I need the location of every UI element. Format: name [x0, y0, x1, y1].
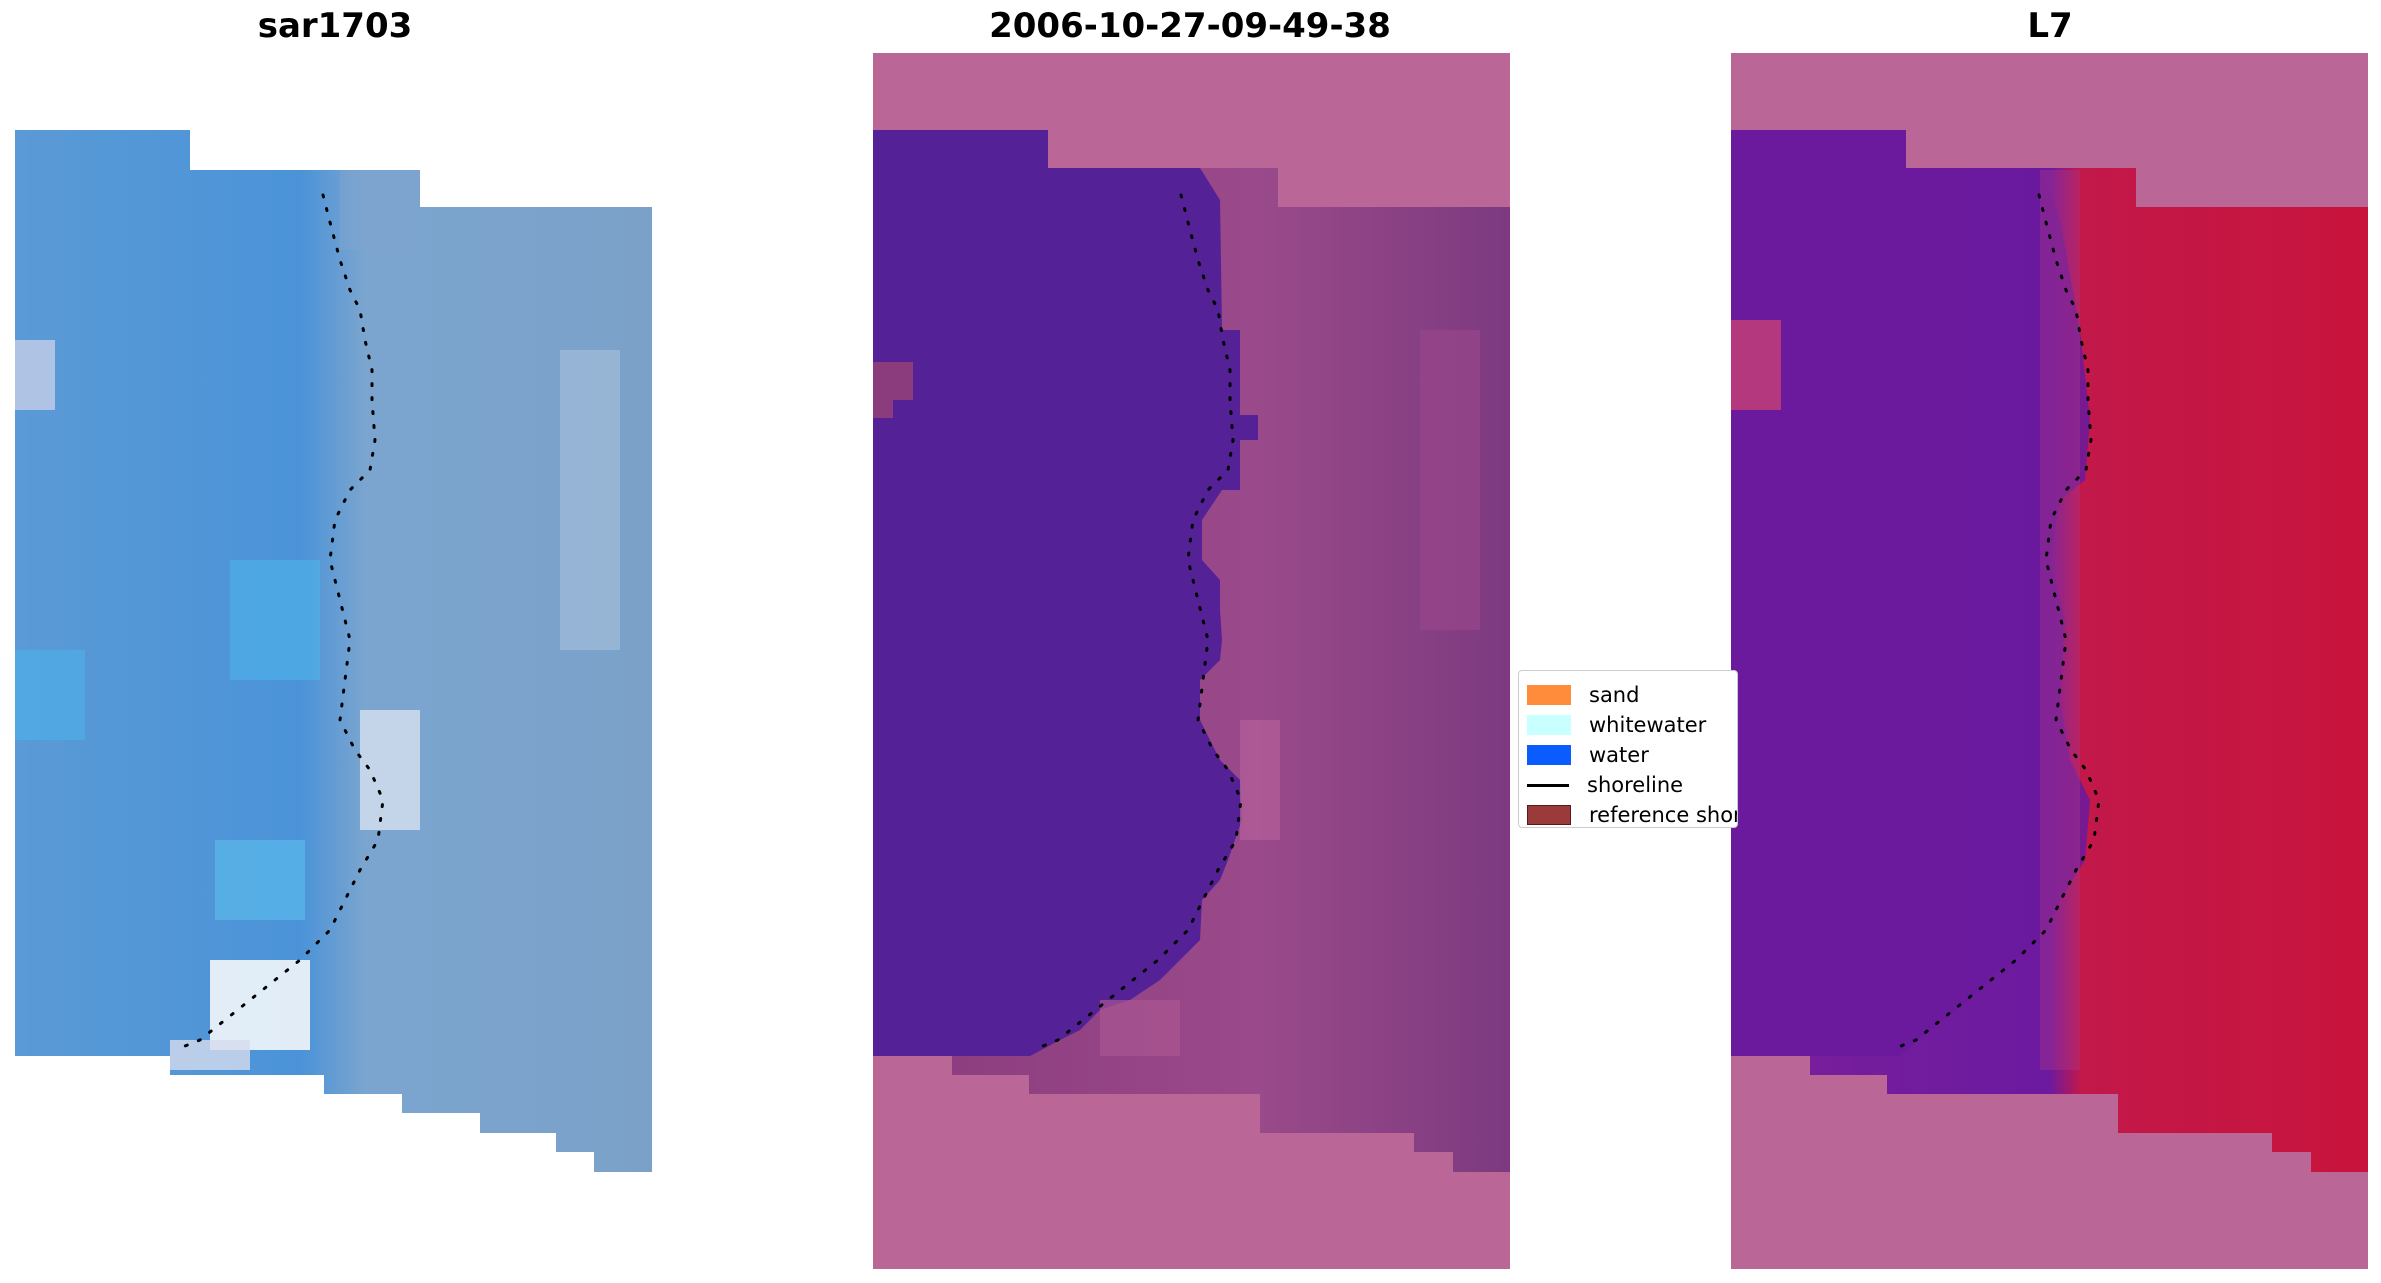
legend-item-shoreline: shoreline	[1527, 771, 1683, 799]
whitewater-swatch-icon	[1527, 715, 1571, 735]
legend-item-water: water	[1527, 741, 1649, 769]
legend-item-whitewater: whitewater	[1527, 711, 1706, 739]
sand-swatch-icon	[1527, 685, 1571, 705]
legend-label: reference shoreline	[1589, 803, 1738, 827]
water-swatch-icon	[1527, 745, 1571, 765]
panel-title-rgb: sar1703	[257, 6, 413, 46]
rgb-image	[15, 130, 652, 1172]
legend-item-sand: sand	[1527, 681, 1639, 709]
panel-title-classified: 2006-10-27-09-49-38	[989, 6, 1391, 46]
legend: sand whitewater water shoreline referenc…	[1518, 670, 1738, 828]
legend-label: whitewater	[1589, 713, 1707, 737]
legend-item-reference-shoreline: reference shoreline	[1527, 801, 1738, 827]
legend-label: sand	[1589, 683, 1640, 707]
reference-shoreline-swatch-icon	[1527, 805, 1571, 825]
panel-title-mndwi: L7	[2027, 6, 2073, 46]
shoreline-line-icon	[1527, 783, 1569, 787]
legend-label: water	[1589, 743, 1649, 767]
legend-label: shoreline	[1587, 773, 1684, 797]
mndwi-image	[1731, 53, 2368, 1269]
classified-image	[873, 53, 1510, 1269]
